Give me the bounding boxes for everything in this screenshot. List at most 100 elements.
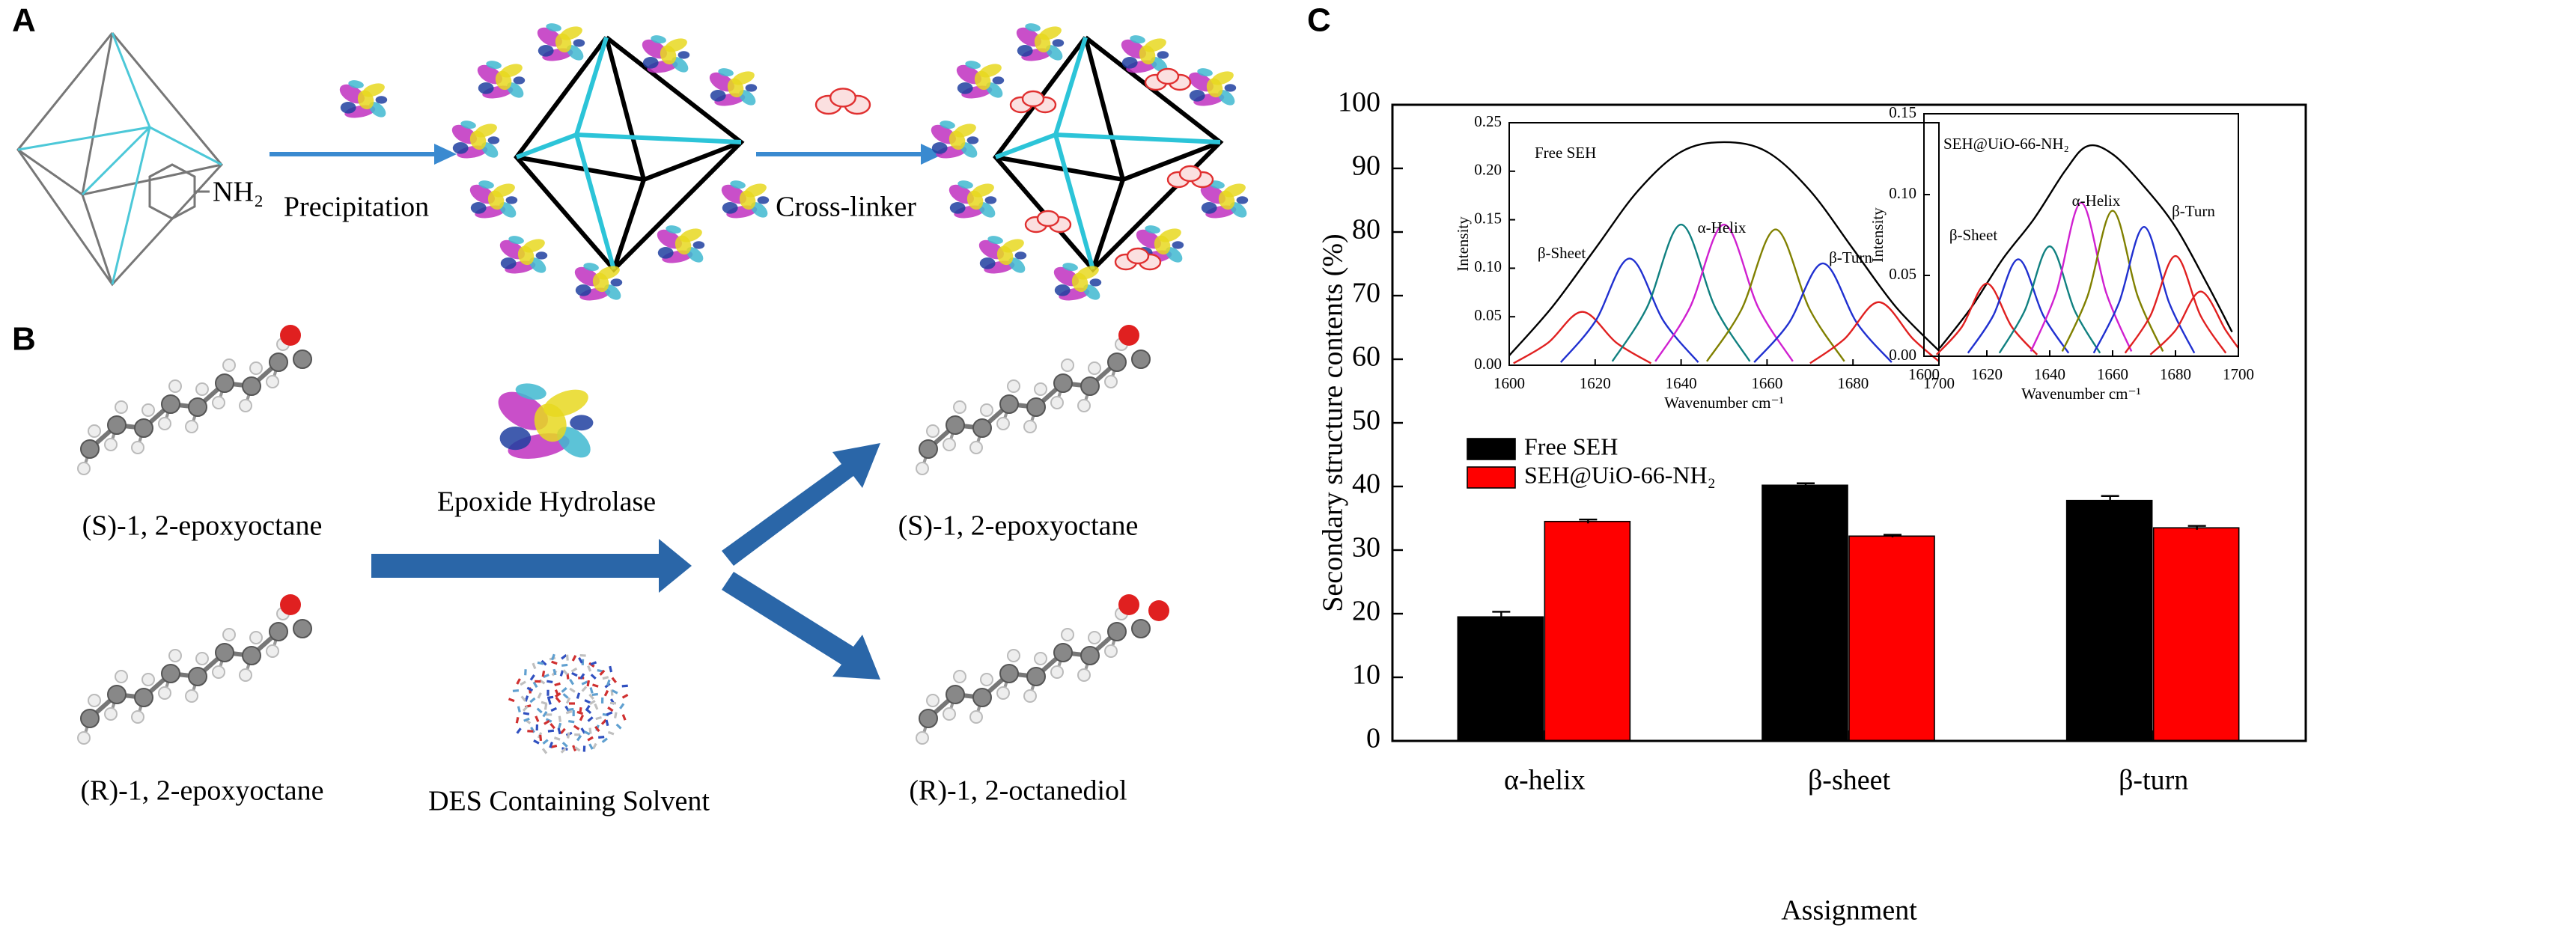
y-tick-label: 0.10: [1889, 184, 1916, 202]
solvent-molecule: [536, 707, 543, 714]
carbon-atom: [1131, 619, 1151, 638]
hydrogen-atom: [1034, 382, 1047, 396]
fit-curve: [2061, 210, 2164, 352]
hydrogen-atom: [239, 399, 252, 412]
carbon-atom: [1026, 397, 1046, 417]
carbon-atom: [161, 664, 180, 683]
protein-part: [508, 236, 524, 245]
protein-part: [1008, 257, 1026, 273]
solvent-molecule: [541, 701, 548, 706]
protein-part: [1201, 202, 1217, 214]
hydrogen-atom: [158, 686, 171, 700]
x-tick-label: 1620: [1580, 374, 1611, 392]
bar: [2065, 499, 2153, 742]
solvent-molecule: [606, 679, 611, 686]
protein-part: [1089, 278, 1102, 287]
protein-part: [642, 57, 659, 69]
crosslinker-part: [1126, 247, 1150, 265]
y-tick-label: 40: [1352, 469, 1380, 500]
protein-part: [452, 142, 469, 154]
solvent-molecule: [557, 727, 561, 735]
protein-icon: [1188, 68, 1237, 106]
solvent-molecule: [560, 747, 567, 754]
fit-curve: [1611, 223, 1751, 362]
carbon-atom: [1107, 622, 1127, 641]
solvent-molecule: [607, 730, 615, 736]
protein-icon: [574, 263, 623, 301]
solvent-molecule: [589, 700, 596, 705]
protein-part: [592, 272, 609, 293]
inset-frame: [1923, 113, 2239, 357]
protein-part: [1052, 39, 1065, 47]
protein-icon: [1121, 35, 1169, 73]
solvent-molecule: [584, 699, 591, 704]
crosslinker-part: [1021, 90, 1045, 108]
solvent-molecule: [579, 673, 585, 680]
protein-icon: [657, 225, 705, 263]
protein-part: [1054, 284, 1071, 296]
carbon-atom: [80, 439, 100, 459]
protein-icon: [1200, 180, 1249, 219]
solvent-molecule: [588, 693, 594, 700]
fit-curve: [1508, 141, 1940, 356]
protein-part: [1139, 45, 1156, 65]
hydrogen-atom: [249, 361, 263, 375]
solvent-molecule: [621, 714, 627, 721]
peak-annotation: β-Sheet: [1538, 244, 1586, 262]
hydrogen-atom: [1061, 358, 1074, 372]
solvent-molecule: [546, 680, 553, 684]
solvent-molecule: [565, 710, 573, 715]
protein-part: [675, 235, 692, 255]
protein-icon: [537, 23, 585, 61]
hydrogen-atom: [1050, 396, 1064, 409]
protein-part: [757, 196, 770, 204]
hydrogen-atom: [1007, 379, 1020, 393]
solvent-molecule: [535, 715, 540, 722]
fit-curve: [1998, 245, 2101, 354]
step-label: Precipitation: [284, 192, 429, 223]
carbon-atom: [293, 619, 312, 638]
protein-part: [949, 202, 966, 214]
hydrogen-atom: [222, 628, 236, 641]
y-tick-label: 0.00: [1889, 346, 1916, 364]
x-axis-label: Wavenumber cm⁻¹: [2021, 385, 2141, 403]
solvent-molecule: [602, 676, 609, 680]
solvent-molecule: [554, 682, 561, 687]
peak-annotation: β-Turn: [1829, 248, 1872, 266]
solvent-molecule: [552, 668, 557, 676]
protein-part: [1236, 196, 1249, 204]
protein-part: [478, 82, 494, 94]
protein-part: [978, 202, 996, 218]
protein-part: [751, 202, 768, 218]
protein-part: [745, 84, 758, 92]
x-tick-label: 1700: [2223, 365, 2254, 383]
hydrogen-atom: [104, 438, 118, 451]
protein-part: [1224, 84, 1237, 92]
carbon-atom: [107, 415, 127, 435]
solvent-molecule: [581, 680, 588, 686]
protein-part: [570, 415, 594, 431]
protein-part: [1154, 235, 1171, 255]
molecule-label: (S)-1, 2-epoxyoctane: [82, 510, 323, 542]
protein-part: [1062, 263, 1078, 272]
protein-part: [357, 90, 374, 110]
x-tick-label: 1640: [2034, 365, 2065, 383]
hydrogen-atom: [195, 382, 209, 396]
protein-part: [517, 245, 535, 266]
crosslinker-part: [829, 88, 856, 108]
solvent-molecule: [606, 711, 613, 716]
solvent-cloud: [508, 653, 629, 754]
solvent-molecule: [595, 715, 602, 721]
bar: [1457, 616, 1544, 742]
solvent-molecule: [609, 665, 613, 673]
crosslinker-icon: [1009, 90, 1057, 114]
y-axis-label: Intensity: [1454, 216, 1472, 272]
mof-octahedron: [16, 32, 223, 287]
solvent-molecule: [555, 697, 561, 704]
protein-part: [495, 70, 512, 91]
molecule: [916, 594, 1169, 745]
hydrogen-atom: [953, 670, 966, 683]
protein-part: [1206, 78, 1223, 98]
protein-part: [666, 225, 681, 234]
protein-part: [739, 90, 756, 106]
